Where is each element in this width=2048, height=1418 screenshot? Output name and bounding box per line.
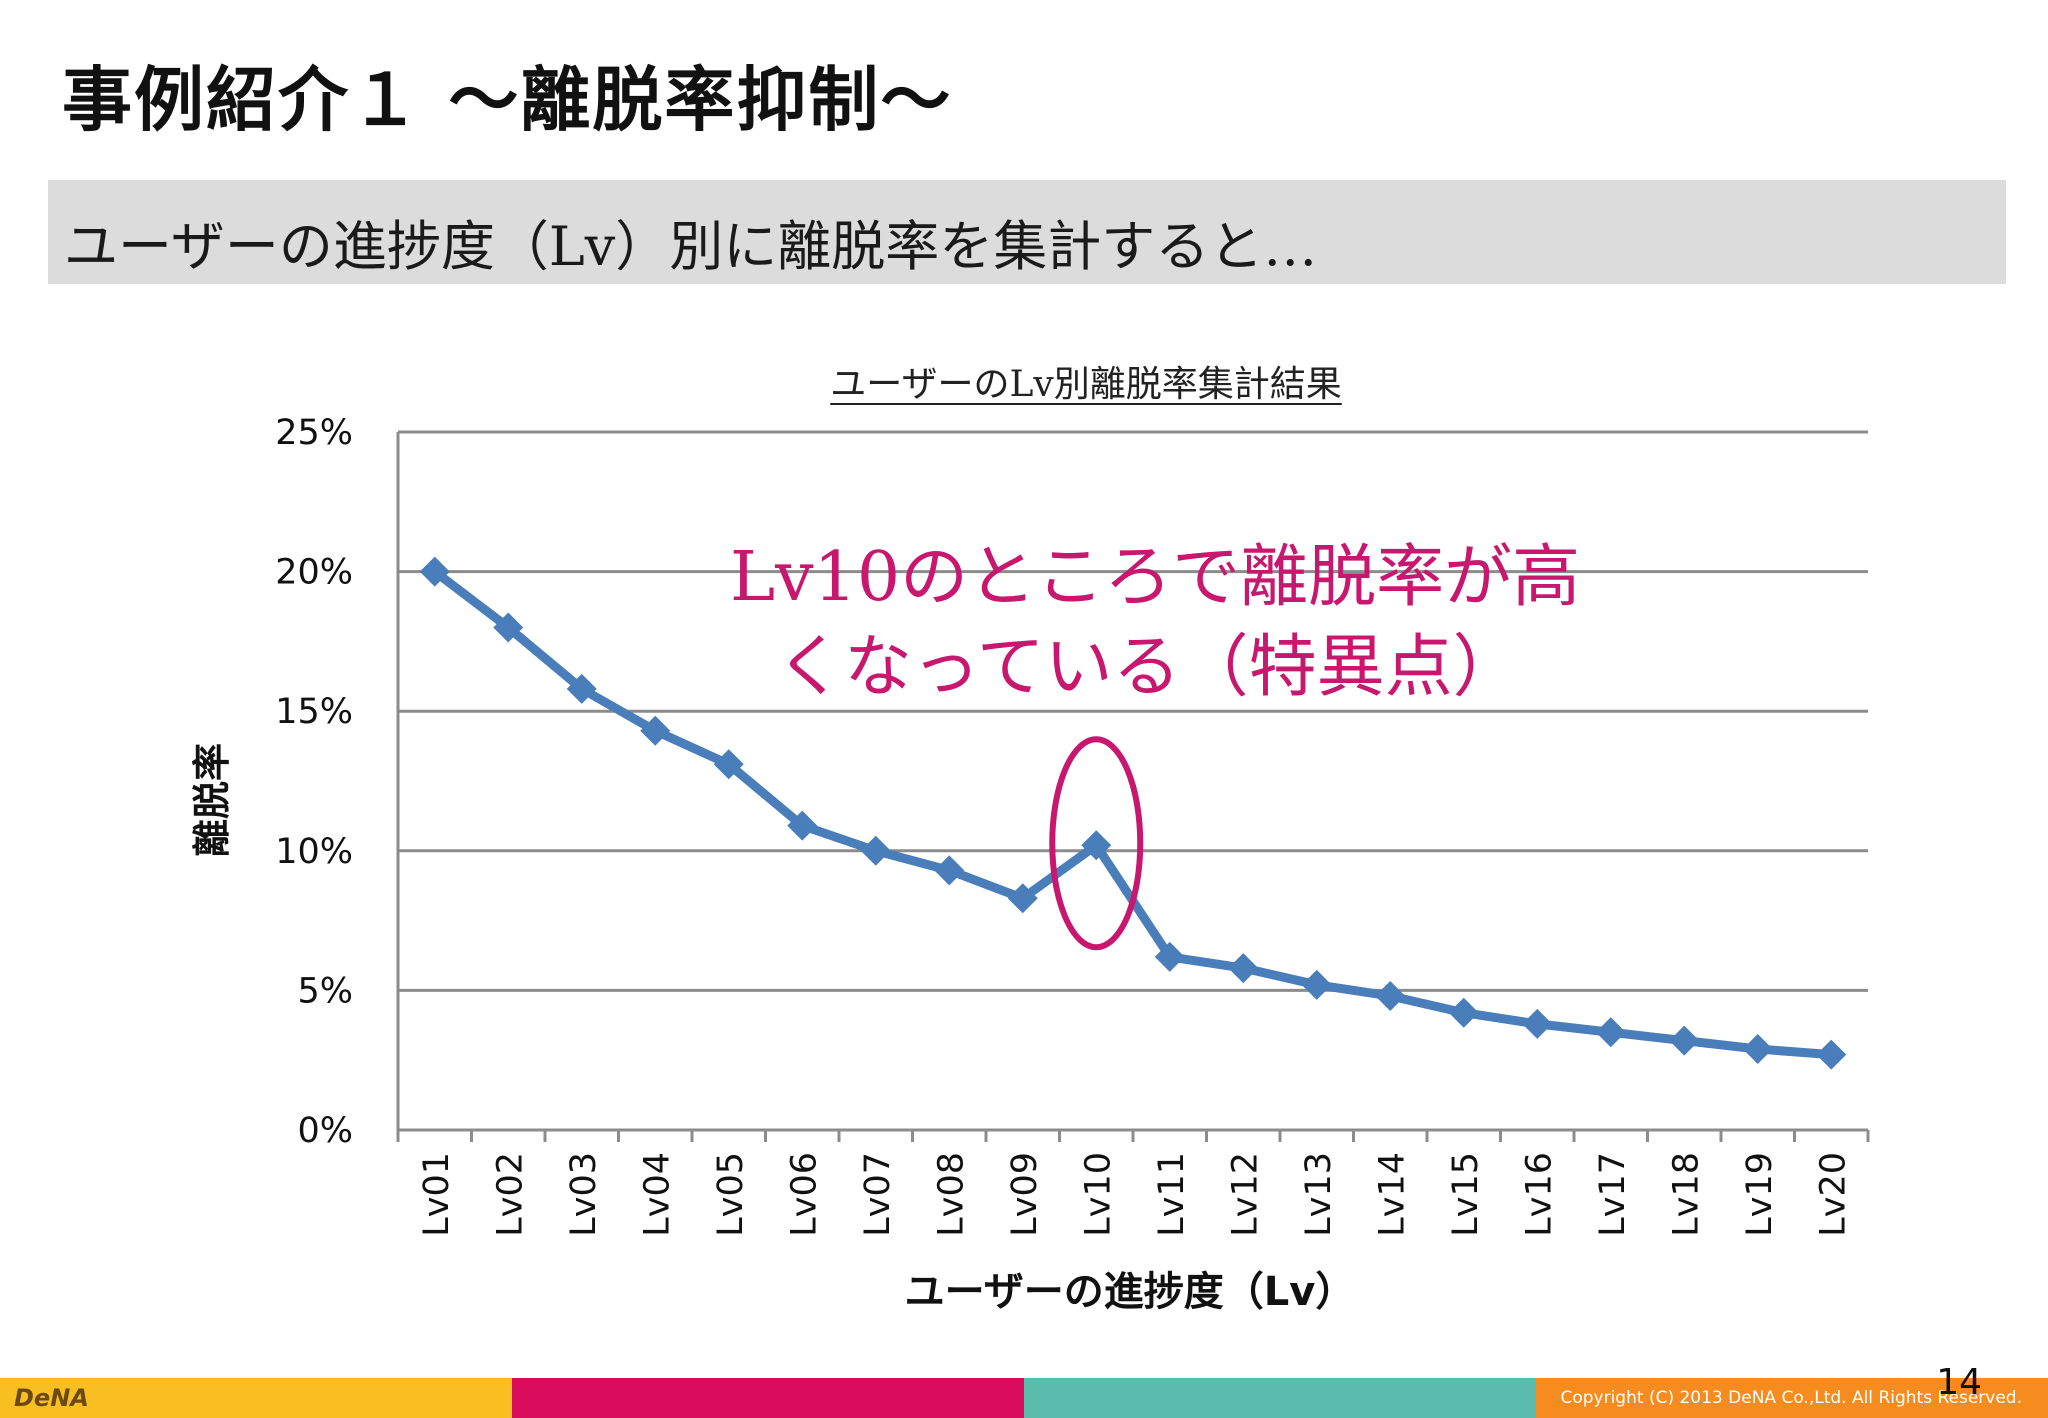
footer-bar: DeNA Copyright (C) 2013 DeNA Co.,Ltd. Al…: [0, 1378, 2048, 1418]
data-point-marker: [1522, 1008, 1553, 1039]
x-tick-label: Lv14: [1372, 1152, 1412, 1237]
x-tick-label: Lv20: [1813, 1152, 1853, 1237]
data-point-marker: [1448, 997, 1479, 1028]
line-chart: ユーザーのLv別離脱率集計結果 0%5%10%15%20%25% Lv01 Lv0…: [190, 364, 1870, 1315]
x-tick-label: Lv15: [1446, 1152, 1486, 1237]
data-point-marker: [1228, 953, 1259, 984]
copyright-text: Copyright (C) 2013 DeNA Co.,Ltd. All Rig…: [1560, 1388, 2022, 1408]
x-tick-label: Lv05: [711, 1152, 751, 1237]
x-tick-label: Lv19: [1740, 1152, 1780, 1237]
data-point-marker: [640, 715, 671, 746]
y-tick-label: 0%: [297, 1111, 353, 1151]
y-tick-label: 20%: [275, 553, 353, 593]
x-tick-label: Lv12: [1225, 1152, 1265, 1237]
y-tick-label: 15%: [275, 692, 353, 732]
annotation: Lv10のところで離脱率が高 くなっている（特異点）: [730, 538, 1580, 951]
x-tick-label: Lv01: [417, 1152, 457, 1237]
x-tick-label: Lv17: [1593, 1152, 1633, 1237]
x-tick-label: Lv10: [1078, 1152, 1118, 1237]
data-point-marker: [493, 612, 524, 643]
data-point-marker: [1375, 980, 1406, 1011]
footer-segment-magenta: [512, 1378, 1024, 1418]
axes: [396, 432, 1870, 1142]
chart-title: ユーザーのLv別離脱率集計結果: [830, 364, 1342, 405]
subtitle-band: ユーザーの進捗度（Lv）別に離脱率を集計すると…: [48, 180, 2006, 284]
annotation-line-1: Lv10のところで離脱率が高: [730, 538, 1580, 617]
data-point-marker: [1669, 1025, 1700, 1056]
slide-title: 事例紹介１ ～離脱率抑制～: [62, 59, 953, 141]
x-tick-label: Lv07: [858, 1152, 898, 1237]
data-point-marker: [1007, 883, 1038, 914]
x-tick-label: Lv08: [931, 1152, 971, 1237]
data-point-marker: [566, 673, 597, 704]
x-tick-label: Lv18: [1666, 1152, 1706, 1237]
highlight-ellipse: [1049, 736, 1144, 951]
x-axis-label: ユーザーの進捗度（Lv）: [905, 1269, 1356, 1315]
data-point-marker: [1595, 1017, 1626, 1048]
x-tick-label: Lv16: [1519, 1152, 1559, 1237]
data-point-marker: [419, 556, 450, 587]
data-point-marker: [1816, 1039, 1847, 1070]
x-tick-labels: Lv01 Lv02 Lv03 Lv04 Lv05 Lv06 Lv07 Lv08 Lv09 Lv10…: [417, 1152, 1854, 1237]
x-tick-label: Lv13: [1299, 1152, 1339, 1237]
data-point-marker: [1081, 830, 1112, 861]
data-point-marker: [934, 855, 965, 886]
y-tick-label: 25%: [275, 413, 353, 453]
data-point-marker: [1301, 969, 1332, 1000]
x-tick-label: Lv03: [564, 1152, 604, 1237]
y-tick-labels: 0% 5% 10% 15% 20% 25%: [275, 413, 353, 1151]
subtitle-text: ユーザーの進捗度（Lv）別に離脱率を集計すると…: [64, 215, 1318, 278]
data-point-marker: [787, 810, 818, 841]
y-axis-label: 離脱率: [190, 743, 234, 857]
data-point-marker: [1742, 1034, 1773, 1065]
footer-segment-orange: [1536, 1378, 2048, 1418]
data-point-marker: [860, 835, 891, 866]
y-tick-label: 10%: [275, 832, 353, 872]
footer-segment-teal: [1024, 1378, 1536, 1418]
y-tick-label: 5%: [297, 971, 353, 1011]
x-tick-label: Lv02: [490, 1152, 530, 1237]
x-tick-label: Lv09: [1005, 1152, 1045, 1237]
footer-segment-yellow: [0, 1378, 512, 1418]
chart-title-group: ユーザーのLv別離脱率集計結果: [830, 364, 1342, 405]
page-number: 14: [1936, 1362, 1982, 1403]
x-tick-label: Lv11: [1152, 1152, 1192, 1237]
x-tick-label: Lv04: [637, 1152, 677, 1237]
annotation-line-2: くなっている（特異点）: [776, 628, 1521, 707]
data-point-marker: [713, 749, 744, 780]
data-point-marker: [1154, 941, 1185, 972]
x-tick-label: Lv06: [784, 1152, 824, 1237]
dena-logo: DeNA: [14, 1384, 89, 1412]
